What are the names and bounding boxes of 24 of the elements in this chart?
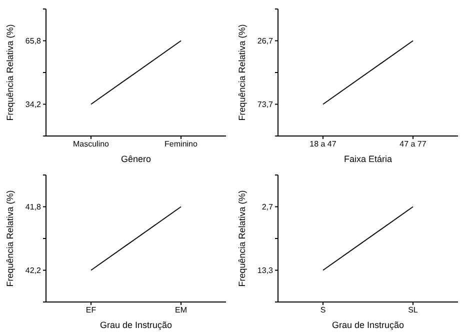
x-axis-title: Grau de Instrução	[100, 320, 172, 330]
y-axis-title: Frequência Relativa (%)	[237, 190, 248, 287]
x-axis-title: Grau de Instrução	[332, 320, 404, 330]
x-tick-label: Feminino	[164, 140, 198, 149]
y-tick-label: 73,7	[257, 100, 274, 110]
y-axis-title: Frequência Relativa (%)	[5, 24, 16, 121]
x-tick-label: Masculino	[72, 140, 110, 149]
y-axis-title: Frequência Relativa (%)	[5, 190, 16, 287]
y-tick-label: 41,8	[25, 202, 42, 212]
x-tick-label: 47 a 77	[400, 140, 427, 149]
x-tick-label: SL	[408, 306, 418, 315]
y-tick-label: 2,7	[262, 202, 274, 212]
x-axis-title: Gênero	[120, 154, 152, 164]
x-tick-label: EM	[175, 306, 188, 315]
x-axis-title: Faixa Etária	[344, 154, 392, 164]
y-tick-label: 26,7	[257, 36, 274, 46]
x-tick-label: 18 a 47	[310, 140, 337, 149]
y-tick-label: 13,3	[257, 266, 274, 276]
y-tick-label: 65,8	[25, 36, 42, 46]
x-tick-label: S	[320, 306, 326, 315]
y-tick-label: 42,2	[25, 266, 42, 276]
y-tick-label: 34,2	[25, 100, 42, 110]
y-axis-title: Frequência Relativa (%)	[237, 24, 248, 121]
x-tick-label: EF	[86, 306, 96, 315]
